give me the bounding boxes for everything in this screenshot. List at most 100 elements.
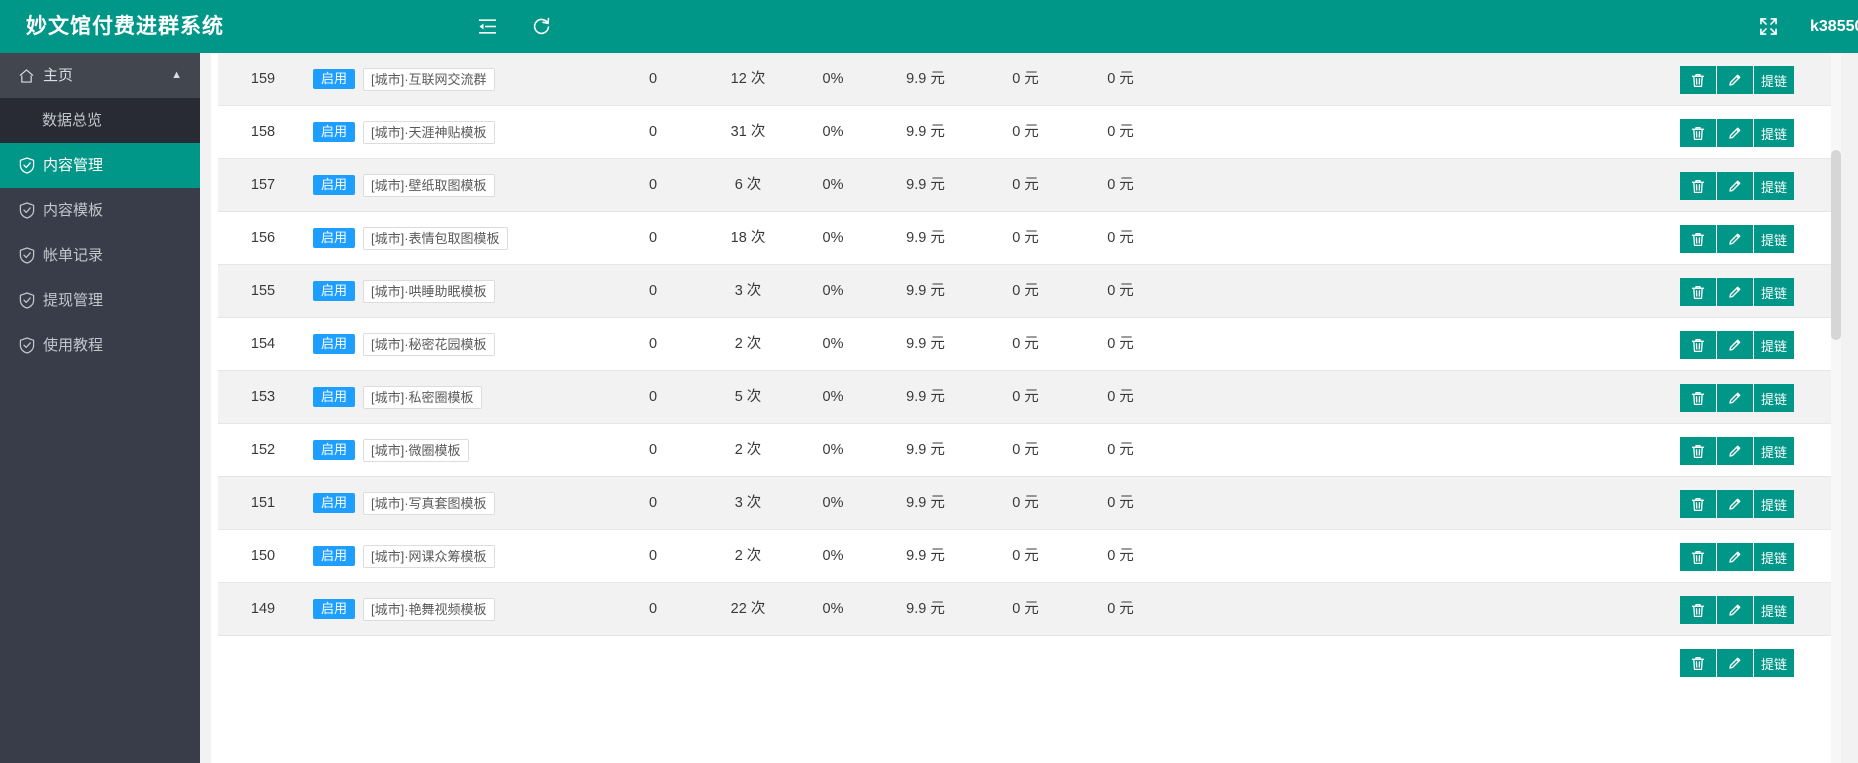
edit-button[interactable]: [1716, 490, 1754, 518]
table-row[interactable]: 151 启用 [城市]·写真套图模板 0 3 次 0% 9.9 元 0 元 0 元 提链: [218, 477, 1831, 530]
content-scrollbar-track[interactable]: [1831, 53, 1841, 763]
template-name-tag[interactable]: [城市]·写真套图模板: [363, 492, 495, 515]
sidebar-item-content-template[interactable]: 内容模板: [0, 188, 200, 233]
table-row[interactable]: 159 启用 [城市]·互联网交流群 0 12 次 0% 9.9 元 0 元 0 元 提链: [218, 53, 1831, 106]
sidebar-item-tutorial[interactable]: 使用教程: [0, 323, 200, 368]
template-name-tag[interactable]: [城市]·壁纸取图模板: [363, 174, 495, 197]
status-badge[interactable]: 启用: [313, 69, 356, 89]
edit-button[interactable]: [1716, 225, 1754, 253]
sidebar-item-content-management[interactable]: 内容管理: [0, 143, 200, 188]
edit-button[interactable]: [1716, 384, 1754, 412]
template-name-tag[interactable]: [城市]·私密圈模板: [363, 386, 482, 409]
cell-amount-1: 0 元: [1012, 442, 1039, 458]
table-row[interactable]: 155 启用 [城市]·哄睡助眠模板 0 3 次 0% 9.9 元 0 元 0 元 提链: [218, 265, 1831, 318]
cell-id: 153: [250, 389, 276, 405]
template-name-tag[interactable]: [城市]·表情包取图模板: [363, 227, 508, 250]
extract-link-button[interactable]: 提链: [1753, 331, 1794, 359]
edit-button[interactable]: [1716, 66, 1754, 94]
delete-button[interactable]: [1679, 490, 1717, 518]
delete-button[interactable]: [1679, 543, 1717, 571]
template-name-tag[interactable]: [城市]·微圈模板: [363, 439, 469, 462]
refresh-icon[interactable]: [518, 0, 564, 53]
extract-link-button[interactable]: 提链: [1753, 543, 1794, 571]
edit-button[interactable]: [1716, 278, 1754, 306]
status-badge[interactable]: 启用: [313, 546, 356, 566]
template-name-tag[interactable]: [城市]·秘密花园模板: [363, 333, 495, 356]
cell-amount-2: 0 元: [1107, 389, 1134, 405]
sidebar-item-withdrawal-management[interactable]: 提现管理: [0, 278, 200, 323]
delete-button[interactable]: [1679, 172, 1717, 200]
template-name-tag[interactable]: [城市]·艳舞视频模板: [363, 598, 495, 621]
cell-amount-1: 0 元: [1012, 495, 1039, 511]
edit-button[interactable]: [1716, 649, 1754, 677]
edit-button[interactable]: [1716, 331, 1754, 359]
edit-button[interactable]: [1716, 437, 1754, 465]
delete-button[interactable]: [1679, 437, 1717, 465]
delete-button[interactable]: [1679, 331, 1717, 359]
cell-percent: 0%: [822, 283, 844, 299]
fullscreen-icon[interactable]: [1745, 0, 1791, 53]
cell-times: 31 次: [730, 124, 766, 140]
delete-button[interactable]: [1679, 66, 1717, 94]
extract-link-label: 提链: [1760, 126, 1787, 142]
row-actions: 提链: [1679, 66, 1794, 94]
extract-link-button[interactable]: 提链: [1753, 278, 1794, 306]
extract-link-button[interactable]: 提链: [1753, 384, 1794, 412]
panel-gutter-right: [211, 53, 218, 763]
sidebar-item-data-overview[interactable]: 数据总览: [0, 98, 200, 143]
table-row[interactable]: 提链: [218, 636, 1831, 689]
sidebar-item-home[interactable]: 主页 ▲: [0, 53, 200, 98]
delete-button[interactable]: [1679, 278, 1717, 306]
table-row[interactable]: 150 启用 [城市]·网课众筹模板 0 2 次 0% 9.9 元 0 元 0 元 提链: [218, 530, 1831, 583]
row-actions: 提链: [1679, 437, 1794, 465]
table-row[interactable]: 153 启用 [城市]·私密圈模板 0 5 次 0% 9.9 元 0 元 0 元 提链: [218, 371, 1831, 424]
cell-times: 3 次: [734, 495, 762, 511]
menu-collapse-icon[interactable]: [464, 0, 510, 53]
status-badge[interactable]: 启用: [313, 122, 356, 142]
edit-button[interactable]: [1716, 543, 1754, 571]
template-name-tag[interactable]: [城市]·网课众筹模板: [363, 545, 495, 568]
status-badge[interactable]: 启用: [313, 228, 356, 248]
delete-button[interactable]: [1679, 596, 1717, 624]
pencil-icon: [1728, 285, 1742, 299]
status-badge[interactable]: 启用: [313, 599, 356, 619]
extract-link-button[interactable]: 提链: [1753, 649, 1794, 677]
template-name-tag[interactable]: [城市]·天涯神贴模板: [363, 121, 495, 144]
extract-link-button[interactable]: 提链: [1753, 437, 1794, 465]
delete-button[interactable]: [1679, 225, 1717, 253]
table-row[interactable]: 149 启用 [城市]·艳舞视频模板 0 22 次 0% 9.9 元 0 元 0 元 提链: [218, 583, 1831, 636]
extract-link-button[interactable]: 提链: [1753, 119, 1794, 147]
chevron-up-icon[interactable]: ▲: [171, 69, 182, 81]
edit-button[interactable]: [1716, 172, 1754, 200]
trash-icon: [1691, 126, 1705, 141]
table-row[interactable]: 152 启用 [城市]·微圈模板 0 2 次 0% 9.9 元 0 元 0 元 提链: [218, 424, 1831, 477]
content-scrollbar-thumb[interactable]: [1831, 150, 1841, 340]
table-row[interactable]: 156 启用 [城市]·表情包取图模板 0 18 次 0% 9.9 元 0 元 0 元 提链: [218, 212, 1831, 265]
cell-template: [城市]·网课众筹模板: [363, 530, 613, 583]
status-badge[interactable]: 启用: [313, 440, 356, 460]
extract-link-button[interactable]: 提链: [1753, 66, 1794, 94]
extract-link-button[interactable]: 提链: [1753, 596, 1794, 624]
extract-link-button[interactable]: 提链: [1753, 225, 1794, 253]
cell-times: 2 次: [734, 548, 762, 564]
edit-button[interactable]: [1716, 119, 1754, 147]
table-row[interactable]: 154 启用 [城市]·秘密花园模板 0 2 次 0% 9.9 元 0 元 0 元 提链: [218, 318, 1831, 371]
row-actions: 提链: [1679, 278, 1794, 306]
status-badge[interactable]: 启用: [313, 281, 356, 301]
extract-link-button[interactable]: 提链: [1753, 490, 1794, 518]
user-account-label[interactable]: k38550: [1810, 18, 1858, 35]
delete-button[interactable]: [1679, 384, 1717, 412]
delete-button[interactable]: [1679, 649, 1717, 677]
sidebar-item-bill-records[interactable]: 帐单记录: [0, 233, 200, 278]
status-badge[interactable]: 启用: [313, 175, 356, 195]
template-name-tag[interactable]: [城市]·互联网交流群: [363, 68, 495, 91]
template-name-tag[interactable]: [城市]·哄睡助眠模板: [363, 280, 495, 303]
status-badge[interactable]: 启用: [313, 334, 356, 354]
table-row[interactable]: 157 启用 [城市]·壁纸取图模板 0 6 次 0% 9.9 元 0 元 0 元 提链: [218, 159, 1831, 212]
delete-button[interactable]: [1679, 119, 1717, 147]
status-badge[interactable]: 启用: [313, 387, 356, 407]
table-row[interactable]: 158 启用 [城市]·天涯神贴模板 0 31 次 0% 9.9 元 0 元 0 元 提链: [218, 106, 1831, 159]
edit-button[interactable]: [1716, 596, 1754, 624]
extract-link-button[interactable]: 提链: [1753, 172, 1794, 200]
status-badge[interactable]: 启用: [313, 493, 356, 513]
